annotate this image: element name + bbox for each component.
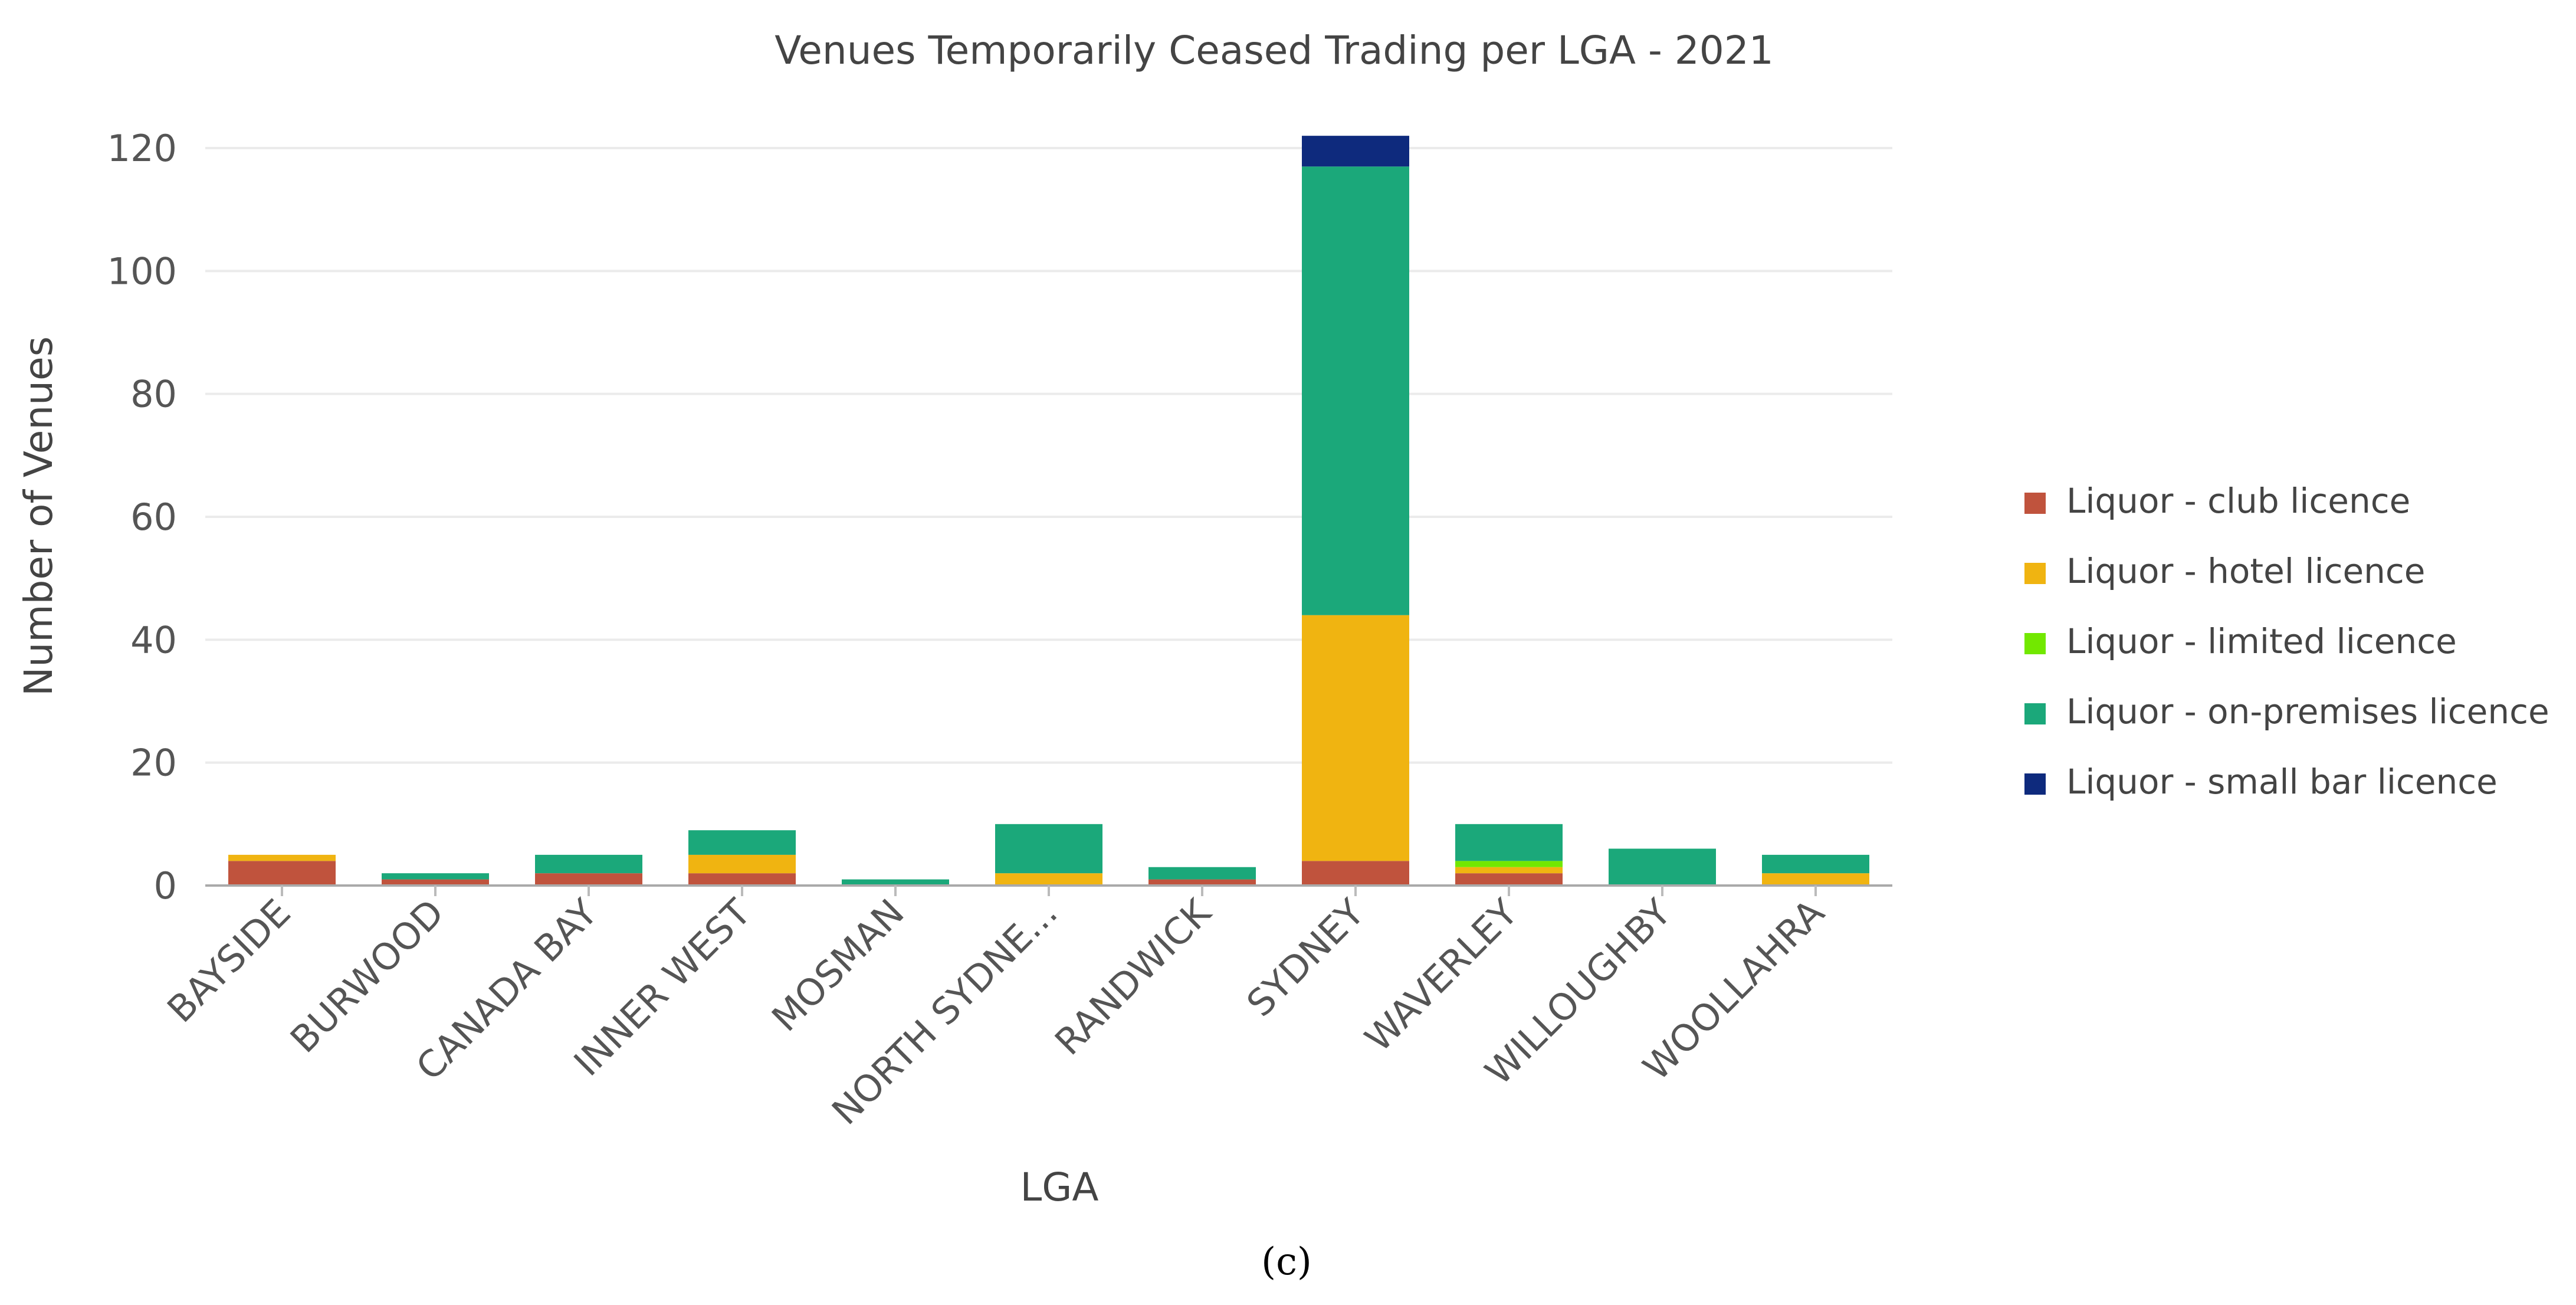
x-tick-label: SYDNEY [1238,891,1372,1025]
y-tick-label: 120 [107,127,177,170]
bar-segment [688,854,796,874]
bar-segment [1302,136,1409,167]
bar-segment [1148,867,1256,880]
chart-title: Venues Temporarily Ceased Trading per LG… [775,28,1774,73]
figure-caption: (c) [1261,1240,1312,1284]
bar-segment [1455,824,1563,861]
gridlines [205,147,1892,764]
bar-segment [382,873,489,880]
bar-segment [1302,861,1409,886]
bar-segment [1762,854,1869,874]
y-tick-label: 80 [130,373,177,416]
legend-swatch [2024,563,2046,584]
bar-segment [842,879,949,886]
bars [228,136,1869,886]
bar-segment [688,830,796,855]
y-tick-label: 0 [154,864,177,907]
legend-item[interactable]: Liquor - club licence [2024,481,2410,521]
y-tick-labels: 0 20 40 60 80 100 120 [107,127,177,907]
bar-segment [1455,861,1563,867]
bar-segment [1302,166,1409,615]
legend-item[interactable]: Liquor - on-premises licence [2024,691,2549,732]
y-tick-label: 60 [130,496,177,539]
bar-segment [1455,867,1563,874]
legend-item[interactable]: Liquor - hotel licence [2024,551,2426,591]
y-tick-label: 40 [130,618,177,661]
legend-swatch [2024,773,2046,795]
bar-segment [228,854,336,861]
legend-label: Liquor - hotel licence [2066,551,2426,591]
bar-segment [382,879,489,886]
legend-label: Liquor - small bar licence [2066,762,2498,802]
bar-segment [228,861,336,886]
legend-label: Liquor - on-premises licence [2066,691,2549,732]
bar-segment [688,873,796,886]
legend-label: Liquor - club licence [2066,481,2410,521]
legend-item[interactable]: Liquor - limited licence [2024,621,2457,661]
x-axis-label: LGA [1020,1165,1098,1210]
x-tick-label: BAYSIDE [159,891,298,1031]
bar-segment [995,824,1102,874]
bar-segment [535,854,642,874]
legend-swatch [2024,493,2046,514]
bar-segment [535,873,642,886]
bar-segment [995,873,1102,886]
bar-segment [1302,615,1409,861]
bar-segment [1148,879,1256,886]
y-tick-label: 100 [107,250,177,293]
bar-segment [1609,848,1716,886]
bar-segment [1762,873,1869,886]
y-axis-label: Number of Venues [16,336,61,696]
legend-swatch [2024,633,2046,654]
legend: Liquor - club licence Liquor - hotel lice… [2024,481,2549,802]
x-tick-label: BURWOOD [282,891,452,1061]
x-tick-label: MOSMAN [763,891,912,1040]
x-tick-label: RANDWICK [1046,890,1219,1063]
legend-label: Liquor - limited licence [2066,621,2457,661]
legend-swatch [2024,703,2046,724]
legend-item[interactable]: Liquor - small bar licence [2024,762,2498,802]
y-tick-label: 20 [130,742,177,785]
bar-segment [1455,873,1563,886]
x-tick-label: WAVERLEY [1357,891,1526,1060]
